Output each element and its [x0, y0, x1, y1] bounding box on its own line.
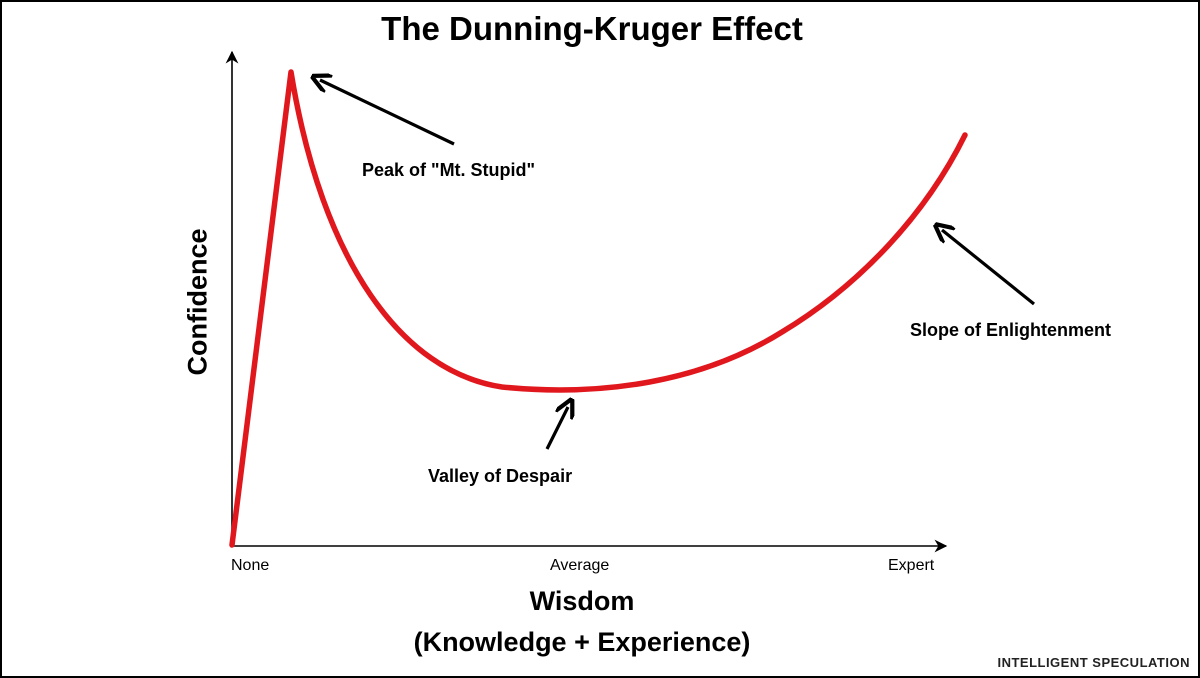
x-tick-average: Average: [550, 557, 609, 574]
mt-stupid-arrow: [320, 80, 455, 146]
valley-arrow: [545, 407, 568, 450]
annotation-valley: Valley of Despair: [428, 466, 572, 486]
y-axis-label: Confidence: [182, 228, 213, 376]
x-axis-label: Wisdom: [529, 586, 635, 616]
annotation-slope: Slope of Enlightenment: [910, 320, 1111, 340]
x-axis-sublabel: (Knowledge + Experience): [413, 627, 751, 657]
slope-arrow: [942, 230, 1036, 306]
annotation-mt-stupid: Peak of "Mt. Stupid": [362, 160, 535, 180]
confidence-curve: [229, 69, 968, 548]
x-tick-expert: Expert: [888, 557, 935, 574]
x-tick-none: None: [231, 557, 269, 574]
watermark: INTELLIGENT SPECULATION: [997, 655, 1190, 670]
chart-title: The Dunning-Kruger Effect: [381, 10, 803, 47]
